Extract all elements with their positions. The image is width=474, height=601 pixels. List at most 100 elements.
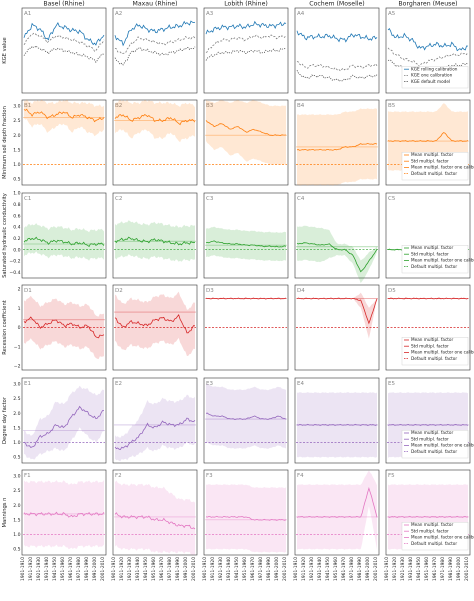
legend-label: Mean multipl. factor — [411, 152, 453, 157]
row-ylabel: Mannings n — [2, 498, 8, 528]
x-tick-label: 1951-1960 — [242, 557, 248, 581]
mean-line — [296, 486, 378, 518]
y-tick-label: 1.5 — [13, 517, 20, 523]
x-tick-label: 1981-1990 — [175, 557, 181, 581]
panel-label: E1 — [24, 381, 31, 387]
x-tick-label: 1921-1930 — [309, 557, 315, 581]
std-band — [115, 480, 195, 556]
x-tick-label: 1921-1930 — [218, 557, 224, 581]
y-tick-label: −0.4 — [9, 270, 20, 276]
y-tick-label: 2 — [18, 286, 21, 292]
y-tick-label: −1 — [14, 344, 21, 350]
panel-label: C2 — [115, 196, 122, 202]
y-tick-label: 0.2 — [13, 236, 20, 242]
panel-frame — [203, 377, 289, 464]
column-title: Basel (Rhine) — [43, 1, 84, 8]
y-tick-label: 3.0 — [13, 103, 20, 109]
x-tick-label: 1941-1950 — [416, 557, 422, 581]
x-tick-label: 1981-1990 — [448, 557, 454, 581]
panel-label: A2 — [115, 11, 122, 17]
x-tick-label: 1971-1980 — [349, 557, 355, 581]
y-tick-label: 1.5 — [13, 425, 20, 431]
panel-frame — [112, 99, 198, 186]
x-tick-label: 1961-1970 — [432, 557, 438, 581]
panel-label: B3 — [206, 103, 214, 109]
x-tick-label: 1991-2000 — [92, 557, 98, 581]
mean-line — [387, 297, 469, 300]
panel-frame — [21, 7, 107, 94]
series-line — [296, 30, 378, 43]
std-band — [297, 292, 377, 339]
y-tick-label: 0.4 — [13, 225, 20, 231]
legend-label: Default multipl. factor — [411, 449, 457, 454]
row-ylabel: Degree day factor — [2, 396, 8, 444]
x-tick-label: 1901-1910 — [111, 557, 117, 581]
mean-line — [114, 113, 196, 126]
y-tick-label: 2.5 — [13, 118, 20, 124]
panel-frame — [21, 469, 107, 556]
legend-label: KGE default model — [411, 79, 450, 84]
x-tick-label: 2001-2010 — [282, 557, 288, 581]
panel-label: E2 — [115, 381, 122, 387]
std-band — [206, 99, 286, 165]
y-tick-label: 1.0 — [13, 440, 20, 446]
column-title: Maxau (Rhine) — [133, 1, 178, 8]
x-tick-label: 1951-1960 — [424, 557, 430, 581]
legend-label: Default multipl. factor — [411, 171, 457, 176]
panel-label: C5 — [388, 196, 396, 202]
panel-frame — [294, 7, 380, 94]
x-tick-label: 1901-1910 — [384, 557, 390, 581]
panel-label: D4 — [297, 288, 305, 294]
y-tick-label: 0.8 — [13, 202, 20, 208]
x-tick-label: 1961-1970 — [250, 557, 256, 581]
mean-line — [114, 512, 196, 530]
panel-frame — [112, 469, 198, 556]
x-tick-label: 1951-1960 — [333, 557, 339, 581]
std-band — [206, 226, 286, 262]
x-tick-label: 1971-1980 — [440, 557, 446, 581]
panel-frame — [203, 99, 289, 186]
x-tick-label: 1941-1950 — [143, 557, 149, 581]
panel-frame — [385, 192, 471, 279]
panel-frame — [294, 192, 380, 279]
mean-line — [23, 316, 105, 339]
y-tick-label: −0.2 — [9, 259, 20, 265]
x-tick-label: 1951-1960 — [60, 557, 66, 581]
std-band — [206, 383, 286, 449]
panel-label: A3 — [206, 11, 214, 17]
row-ylabel: Recession coefficient — [2, 300, 8, 355]
legend-label: Std multipl. factor — [411, 251, 449, 256]
panel-frame — [385, 469, 471, 556]
y-tick-label: 1.5 — [13, 147, 20, 153]
panel-frame — [21, 192, 107, 279]
panel-label: D5 — [388, 288, 396, 294]
panel-label: B5 — [388, 103, 396, 109]
row-ylabel: Minimum soil depth fraction — [2, 106, 8, 179]
std-band — [24, 295, 104, 360]
legend-label: Default multipl. factor — [411, 356, 457, 361]
panel-label: A4 — [297, 11, 305, 17]
legend-label: KGE one calibration — [411, 73, 453, 78]
panel-label: F4 — [297, 473, 304, 479]
panel-frame — [385, 284, 471, 371]
panel-frame — [112, 192, 198, 279]
series-line — [205, 20, 287, 35]
x-tick-label: 1981-1990 — [266, 557, 272, 581]
x-tick-label: 1931-1940 — [44, 557, 50, 581]
legend-label: Mean multipl. factor — [411, 337, 453, 342]
y-tick-label: 1.0 — [13, 532, 20, 538]
x-tick-label: 1981-1990 — [357, 557, 363, 581]
panel-frame — [203, 192, 289, 279]
legend-label: Mean multipl. factor one calibration — [411, 258, 474, 263]
x-tick-label: 1941-1950 — [234, 557, 240, 581]
series-line — [23, 22, 105, 46]
x-tick-label: 1911-1920 — [210, 557, 216, 581]
legend-label: Mean multipl. factor one calibration — [411, 535, 474, 540]
x-tick-label: 1941-1950 — [52, 557, 58, 581]
y-tick-label: 0.5 — [13, 547, 20, 553]
x-tick-label: 2001-2010 — [464, 557, 470, 581]
panel-label: A5 — [388, 11, 396, 17]
panel-label: E4 — [297, 381, 304, 387]
y-tick-label: 1.0 — [13, 191, 20, 197]
x-tick-label: 1921-1930 — [127, 557, 133, 581]
